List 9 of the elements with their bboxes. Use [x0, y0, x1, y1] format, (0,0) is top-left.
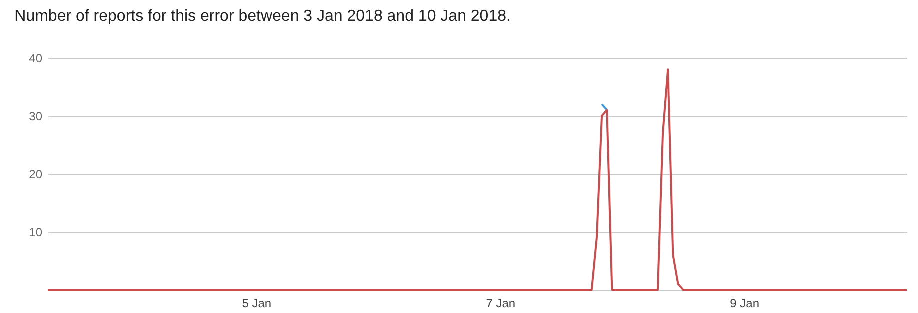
y-tick-label: 30 [29, 110, 43, 124]
line-series [47, 68, 908, 291]
x-tick-label: 5 Jan [242, 296, 272, 310]
y-tick-label: 40 [29, 52, 43, 66]
y-tick-label: 20 [29, 168, 43, 182]
x-tick-label: 9 Jan [730, 296, 760, 310]
x-tick-label: 7 Jan [486, 296, 516, 310]
chart-title: Number of reports for this error between 3 Jan 2018 and 10 Jan 2018. [14, 8, 511, 25]
y-tick-label: 10 [29, 226, 43, 240]
